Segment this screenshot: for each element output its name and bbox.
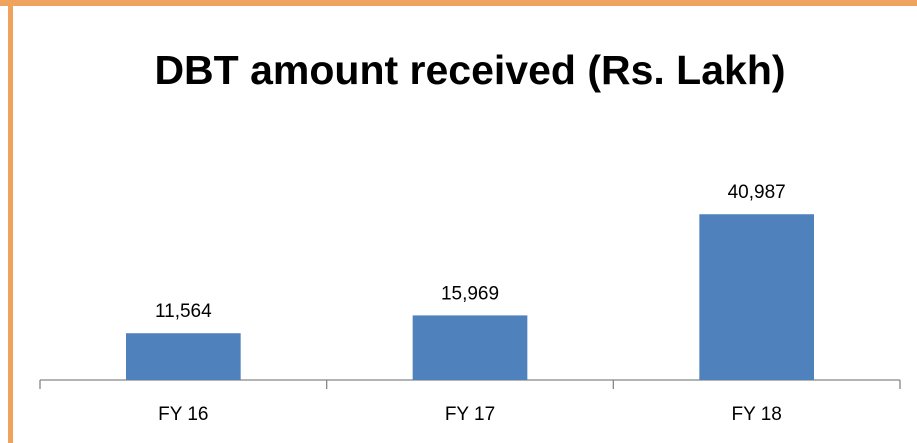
frame-border — [8, 6, 13, 443]
bar — [126, 333, 241, 380]
bar — [699, 214, 814, 380]
x-tick-label: FY 16 — [158, 404, 208, 425]
x-tick-label: FY 18 — [731, 404, 781, 425]
chart-title: DBT amount received (Rs. Lakh) — [154, 47, 786, 93]
frame-border — [0, 0, 917, 6]
bar — [412, 315, 528, 380]
x-tick-label: FY 17 — [445, 404, 495, 425]
value-label: 11,564 — [155, 301, 212, 322]
value-label: 15,969 — [441, 283, 499, 304]
value-label: 40,987 — [728, 182, 786, 203]
